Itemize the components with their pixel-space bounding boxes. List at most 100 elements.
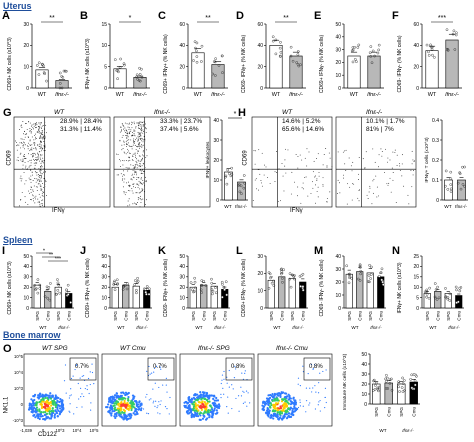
event-dot <box>380 148 382 150</box>
event-dot <box>133 168 135 170</box>
event-dot <box>27 168 29 170</box>
event-dot <box>129 401 133 404</box>
data-point <box>225 182 229 186</box>
genotype-label: WT <box>195 325 202 330</box>
event-dot <box>391 167 393 169</box>
data-point <box>449 190 453 193</box>
event-dot <box>24 157 26 159</box>
event-dot <box>109 397 112 400</box>
section-uterus: Uterus <box>3 1 32 11</box>
data-point <box>122 284 126 287</box>
event-dot <box>33 167 35 169</box>
event-dot <box>127 132 129 134</box>
event-dot <box>44 137 46 139</box>
event-dot <box>41 131 43 133</box>
event-dot <box>37 153 39 155</box>
event-dot <box>364 168 366 170</box>
event-dot <box>128 168 130 170</box>
data-point <box>281 280 284 284</box>
event-dot <box>128 198 130 200</box>
event-dot <box>119 126 121 128</box>
bar <box>345 273 353 309</box>
event-dot <box>162 384 164 386</box>
event-dot <box>125 160 127 161</box>
event-dot <box>339 192 341 194</box>
event-dot <box>124 397 127 400</box>
data-point <box>433 295 437 299</box>
event-dot <box>87 377 90 380</box>
event-dot <box>126 182 128 184</box>
event-dot <box>39 160 40 162</box>
flow-o-plot: 0.8% <box>257 353 333 427</box>
data-point <box>368 51 372 55</box>
event-dot <box>23 172 25 174</box>
data-point <box>370 265 373 269</box>
event-dot <box>41 200 43 202</box>
event-dot <box>42 135 44 137</box>
event-dot <box>36 158 38 160</box>
quadrant-values: 10.1% | 1.7% 81% | 7% <box>366 118 405 133</box>
event-dot <box>48 417 51 420</box>
event-dot <box>118 174 120 176</box>
data-point <box>58 291 62 295</box>
event-dot <box>121 123 123 124</box>
event-dot <box>42 203 43 205</box>
sig-label: ** <box>205 15 211 22</box>
data-point <box>200 291 203 294</box>
event-dot <box>30 405 33 409</box>
event-dot <box>137 137 139 139</box>
event-dot <box>132 176 134 178</box>
event-dot <box>307 372 309 375</box>
event-dot <box>293 407 296 410</box>
event-dot <box>123 181 125 183</box>
event-dot <box>169 396 171 399</box>
event-dot <box>144 180 146 182</box>
event-dot <box>215 396 218 400</box>
nk-gate <box>303 357 331 381</box>
event-dot <box>144 123 146 125</box>
data-point <box>390 388 394 392</box>
event-dot <box>64 364 67 366</box>
event-dot <box>132 173 134 175</box>
event-dot <box>273 399 277 402</box>
bar <box>44 291 52 309</box>
event-dot <box>127 142 129 144</box>
event-dot <box>148 399 150 401</box>
event-dot <box>137 131 139 133</box>
event-dot <box>16 149 18 151</box>
bar <box>55 80 69 89</box>
event-dot <box>130 178 132 180</box>
event-dot <box>279 395 282 398</box>
event-dot <box>143 191 145 193</box>
event-dot <box>133 177 135 179</box>
event-dot <box>277 394 280 397</box>
event-dot <box>154 405 156 407</box>
event-dot <box>191 398 194 401</box>
event-dot <box>142 144 144 146</box>
data-point <box>125 287 129 291</box>
data-point <box>192 290 195 294</box>
q4: 11.4% <box>83 126 102 133</box>
data-point <box>357 43 361 47</box>
event-dot <box>208 400 211 403</box>
event-dot <box>280 412 284 415</box>
event-dot <box>337 151 339 153</box>
genotype-label: Ifnε-/- <box>136 325 148 330</box>
event-dot <box>126 135 128 137</box>
event-dot <box>357 179 359 180</box>
data-point <box>445 28 449 32</box>
data-point <box>69 301 72 304</box>
event-dot <box>129 157 130 159</box>
event-dot <box>287 398 290 401</box>
event-dot <box>26 169 28 171</box>
event-dot <box>166 391 168 393</box>
y-tick-label: 40 <box>361 362 367 368</box>
y-tick-label: 40 <box>179 43 185 49</box>
event-dot <box>132 192 134 194</box>
event-dot <box>322 370 324 373</box>
data-point <box>449 187 453 191</box>
event-dot <box>223 393 225 395</box>
y-tick-label: 10 <box>179 295 185 301</box>
event-dot <box>19 129 21 130</box>
